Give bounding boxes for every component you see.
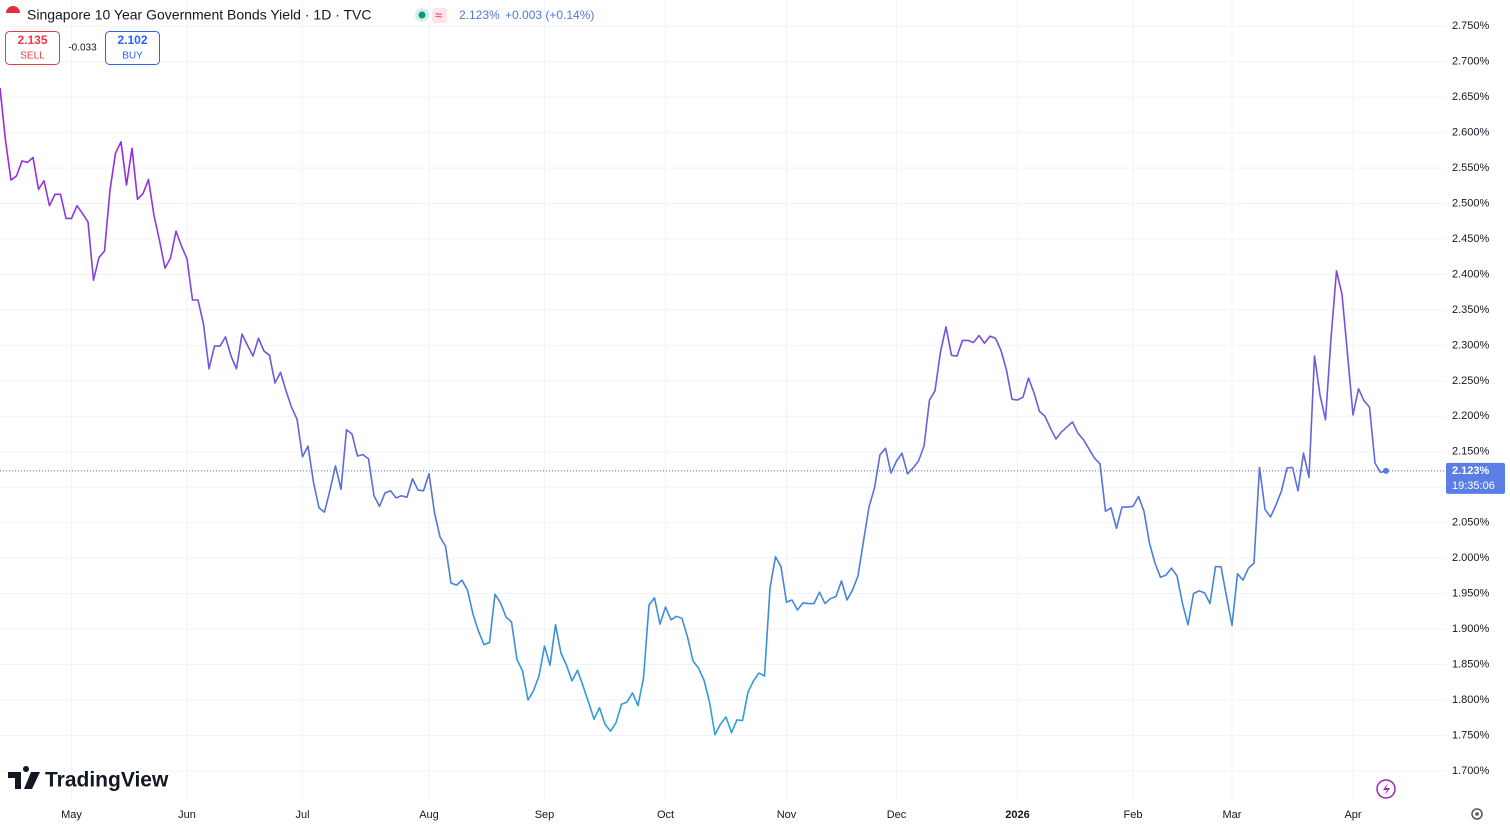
status-icon [418, 11, 426, 19]
buy-label: BUY [122, 51, 143, 62]
buy-button[interactable] [105, 31, 160, 65]
y-tick-label: 1.700% [1452, 765, 1490, 777]
alert-icon[interactable] [1376, 779, 1396, 799]
y-tick-label: 2.400% [1452, 268, 1490, 280]
y-tick-label: 2.700% [1452, 56, 1490, 68]
alert-icon [1383, 783, 1390, 795]
delay-icon: ≈ [435, 7, 442, 22]
brand-name: TradingView [45, 769, 169, 792]
y-tick-label: 2.650% [1452, 91, 1490, 103]
last-value: 2.123% [459, 8, 500, 22]
x-tick-label: Nov [777, 809, 797, 821]
sell-button[interactable] [5, 31, 60, 65]
x-tick-label: Sep [535, 809, 555, 821]
y-tick-label: 1.800% [1452, 694, 1490, 706]
y-tick-label: 2.350% [1452, 304, 1490, 316]
y-tick-label: 2.000% [1452, 552, 1490, 564]
plot [0, 87, 1446, 736]
settings-icon[interactable] [1471, 808, 1483, 820]
grid [0, 0, 1446, 800]
sell-label: SELL [20, 51, 45, 62]
y-tick-label: 2.450% [1452, 233, 1490, 245]
delay-icon [432, 8, 447, 23]
x-tick-label: Dec [887, 809, 907, 821]
y-tick-label: 2.550% [1452, 162, 1490, 174]
x-tick-label: Jun [178, 809, 196, 821]
sell-price: 2.135 [17, 33, 47, 47]
y-tick-label: 2.050% [1452, 517, 1490, 529]
chart-title: Singapore 10 Year Government Bonds Yield… [27, 7, 372, 23]
y-tick-label: 1.950% [1452, 588, 1490, 600]
x-tick-label: Apr [1344, 809, 1361, 821]
y-tick-label: 2.600% [1452, 127, 1490, 139]
last-price-label: 2.123% [1452, 465, 1490, 477]
y-tick-label: 2.200% [1452, 410, 1490, 422]
x-tick-label: Jul [295, 809, 309, 821]
y-tick-label: 2.250% [1452, 375, 1490, 387]
x-tick-label: Aug [419, 809, 439, 821]
spread: -0.033 [68, 43, 97, 54]
last-price-tag [1446, 462, 1505, 494]
y-tick-label: 2.300% [1452, 339, 1490, 351]
y-tick-label: 1.750% [1452, 729, 1490, 741]
x-tick-label: Oct [657, 809, 674, 821]
countdown: 19:35:06 [1452, 480, 1495, 492]
y-tick-label: 2.150% [1452, 446, 1490, 458]
y-tick-label: 1.850% [1452, 658, 1490, 670]
line [0, 87, 1387, 736]
x-tick-label: Mar [1223, 809, 1242, 821]
x-tick-label: Feb [1124, 809, 1143, 821]
flag-icon [6, 13, 20, 20]
change-value: +0.003 (+0.14%) [505, 8, 594, 22]
x-tick-label: May [61, 809, 82, 821]
y-tick-label: 2.750% [1452, 20, 1490, 32]
y-tick-label: 2.500% [1452, 197, 1490, 209]
buy-price: 2.102 [117, 33, 147, 47]
x-tick-label: 2026 [1005, 809, 1029, 821]
settings-icon [1475, 812, 1479, 816]
y-tick-label: 1.900% [1452, 623, 1490, 635]
brand-logo [8, 766, 40, 789]
axes: 1.700% 1.750% 1.800% 1.850% 1.900% 1.950% 2.00… [61, 20, 1505, 821]
